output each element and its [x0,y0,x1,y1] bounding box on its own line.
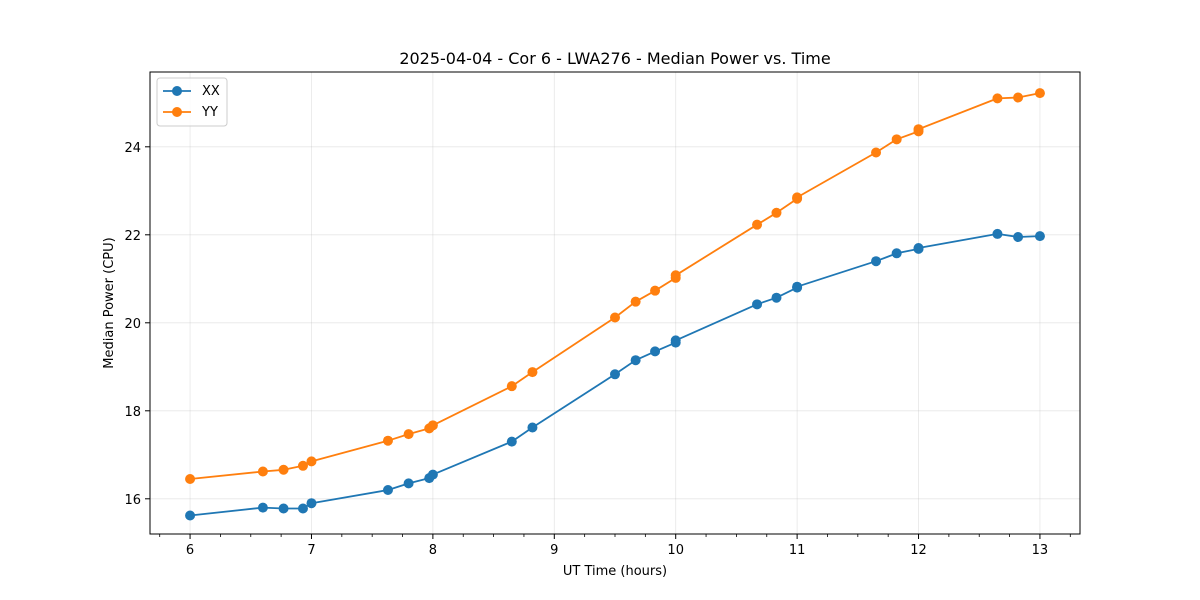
data-point-xx [506,436,517,447]
data-point-xx [630,355,641,366]
x-tick-label: 7 [307,543,315,558]
legend-marker-xx [172,86,182,96]
data-point-xx [1034,231,1045,242]
data-point-xx [891,248,902,259]
legend-marker-yy [172,107,182,117]
data-point-yy [257,466,268,477]
y-tick-label: 22 [124,229,141,244]
data-point-yy [278,464,289,475]
data-point-xx [403,478,414,489]
data-point-xx [257,502,268,513]
series-layer [185,88,1045,521]
data-point-xx [278,503,289,514]
data-point-yy [306,456,317,467]
data-point-yy [771,207,782,218]
x-tick-label: 12 [910,543,927,558]
data-point-xx [650,346,661,357]
y-tick-label: 18 [124,405,141,420]
data-point-xx [1013,232,1024,242]
legend-label-yy: YY [201,105,218,120]
data-point-xx [610,369,620,380]
data-point-yy [506,381,517,392]
series-xx [185,228,1045,521]
data-point-yy [527,367,538,378]
legend-label-xx: XX [202,84,220,99]
data-point-xx [752,299,763,310]
x-tick-label: 8 [429,543,437,558]
y-tick-label: 20 [124,317,141,332]
data-point-yy [871,147,882,158]
data-point-xx [913,243,924,253]
data-point-xx [297,503,308,514]
data-point-xx [992,228,1003,239]
x-tick-label: 10 [667,543,684,558]
data-point-xx [670,335,681,346]
x-tick-label: 13 [1032,543,1049,558]
data-point-xx [527,422,538,433]
data-point-yy [297,460,308,471]
data-point-yy [185,474,196,484]
x-tick-label: 9 [550,543,558,558]
data-point-yy [913,124,924,135]
data-point-yy [1034,88,1045,99]
chart-title: 2025-04-04 - Cor 6 - LWA276 - Median Pow… [399,49,830,68]
data-point-yy [891,134,902,145]
data-point-xx [871,256,882,267]
y-tick-label: 24 [124,141,141,156]
data-point-xx [185,510,196,521]
data-point-yy [382,435,393,446]
data-point-xx [771,292,782,303]
data-point-yy [670,270,681,281]
data-point-yy [650,285,661,296]
data-point-yy [630,296,641,307]
axis-ticks: 6 7 8 9 10 11 12 13 16 18 20 22 24 [124,141,1071,558]
data-point-xx [427,469,438,480]
grid-lines [150,72,1080,534]
data-point-yy [427,420,438,431]
y-tick-label: 16 [124,493,141,508]
data-point-yy [1013,92,1024,103]
data-point-yy [403,429,414,440]
y-axis-label: Median Power (CPU) [102,237,117,368]
data-point-xx [382,485,393,495]
data-point-xx [792,281,803,292]
legend: XX YY [156,77,228,127]
data-point-yy [610,312,620,323]
data-point-yy [792,192,803,203]
x-axis-label: UT Time (hours) [563,564,667,579]
data-point-yy [752,219,763,230]
data-point-yy [992,93,1003,104]
data-point-xx [306,498,317,509]
series-yy [185,88,1045,484]
x-tick-label: 11 [789,543,806,558]
x-tick-label: 6 [186,543,194,558]
